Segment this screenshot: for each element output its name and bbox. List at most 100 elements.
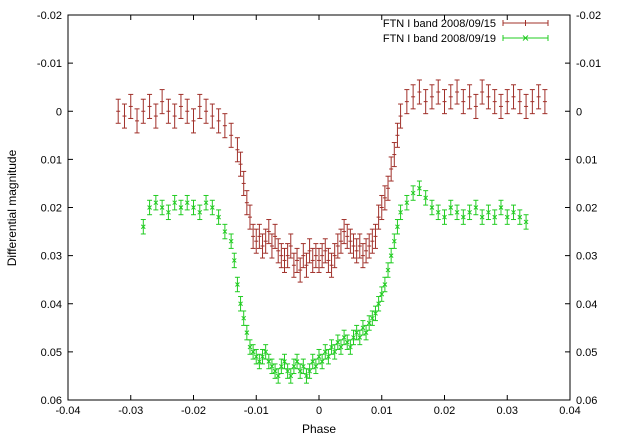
- data-point: [269, 358, 275, 375]
- data-point: [260, 233, 266, 259]
- point-marker: [260, 354, 265, 360]
- x-axis-title: Phase: [302, 422, 336, 436]
- data-point: [234, 137, 240, 163]
- data-point: [460, 89, 466, 115]
- data-point: [357, 329, 363, 346]
- data-point: [281, 247, 287, 273]
- plot-frame: [67, 14, 571, 401]
- data-point: [523, 93, 529, 119]
- legend: FTN I band 2008/09/15 FTN I band 2008/09…: [383, 18, 549, 45]
- y-tick-label: 0: [56, 106, 62, 118]
- data-point: [256, 223, 262, 249]
- data-point: [360, 320, 366, 336]
- point-marker: [504, 214, 510, 220]
- data-point: [322, 238, 328, 264]
- point-marker: [460, 214, 466, 220]
- point-marker: [140, 224, 146, 230]
- data-point: [379, 286, 385, 302]
- point-marker: [263, 349, 269, 355]
- data-point: [467, 84, 473, 110]
- series-layer: [115, 79, 548, 384]
- point-marker: [316, 354, 322, 360]
- data-point: [288, 368, 294, 384]
- data-point: [410, 84, 416, 110]
- point-marker: [272, 368, 278, 374]
- data-point: [303, 368, 309, 384]
- point-marker: [360, 325, 366, 331]
- data-point: [228, 233, 234, 249]
- point-marker: [442, 214, 447, 220]
- legend-sample-series-2: [502, 35, 549, 41]
- data-point: [360, 243, 366, 269]
- data-point: [294, 353, 300, 370]
- data-point: [442, 89, 447, 115]
- data-point: [498, 93, 504, 119]
- x-tick-label: 0.02: [434, 405, 455, 417]
- data-point: [372, 223, 378, 249]
- point-marker: [379, 291, 385, 297]
- data-point: [404, 194, 410, 211]
- point-marker: [159, 205, 165, 210]
- point-marker: [191, 205, 196, 210]
- data-point: [517, 209, 523, 225]
- point-marker: [479, 214, 485, 220]
- point-marker: [344, 339, 350, 345]
- data-point: [504, 89, 510, 115]
- data-point: [435, 79, 441, 105]
- point-marker: [266, 359, 272, 364]
- data-point: [140, 219, 146, 235]
- data-point: [121, 103, 127, 129]
- data-point: [335, 233, 341, 259]
- point-marker: [247, 344, 253, 350]
- y2-tick-label: -0.01: [576, 58, 601, 70]
- point-marker: [369, 315, 375, 321]
- data-point: [473, 93, 479, 119]
- x-tick-label: 0.01: [371, 405, 392, 417]
- data-point: [269, 233, 275, 259]
- data-point: [272, 223, 278, 249]
- data-point: [517, 89, 523, 115]
- data-point: [172, 103, 178, 129]
- point-marker: [244, 330, 250, 335]
- point-marker: [238, 301, 243, 307]
- data-point: [291, 358, 297, 375]
- point-marker: [319, 359, 325, 364]
- data-point: [388, 156, 394, 182]
- data-point: [473, 199, 479, 216]
- data-point: [448, 199, 454, 216]
- data-point: [316, 348, 322, 365]
- point-marker: [322, 349, 328, 355]
- data-point: [410, 185, 416, 201]
- data-point: [329, 252, 335, 278]
- y-tick-label: -0.01: [37, 58, 62, 70]
- point-marker: [410, 190, 416, 196]
- data-point: [366, 315, 372, 331]
- data-point: [266, 219, 272, 245]
- data-point: [344, 334, 350, 350]
- y-tick-label: -0.02: [37, 10, 62, 22]
- y2-tick-label: 0: [576, 106, 582, 118]
- y-tick-label: 0.03: [41, 251, 62, 263]
- point-marker: [222, 229, 228, 234]
- data-point: [300, 358, 306, 375]
- point-marker: [291, 363, 297, 369]
- data-point: [454, 79, 460, 105]
- data-point: [382, 185, 388, 211]
- data-point: [523, 214, 529, 230]
- y2-tick-label: 0.05: [576, 347, 597, 359]
- point-marker: [203, 200, 209, 206]
- x-tick-label: 0.04: [559, 405, 580, 417]
- data-point: [272, 363, 278, 379]
- point-marker: [275, 373, 281, 379]
- data-point: [325, 247, 331, 273]
- point-marker: [354, 330, 360, 335]
- data-point: [542, 89, 548, 115]
- point-marker: [288, 373, 294, 379]
- series-1: [115, 79, 548, 283]
- data-point: [394, 122, 400, 148]
- data-point: [216, 108, 222, 134]
- point-marker: [166, 209, 171, 215]
- y2-tick-label: 0.03: [576, 251, 597, 263]
- data-point: [504, 209, 510, 225]
